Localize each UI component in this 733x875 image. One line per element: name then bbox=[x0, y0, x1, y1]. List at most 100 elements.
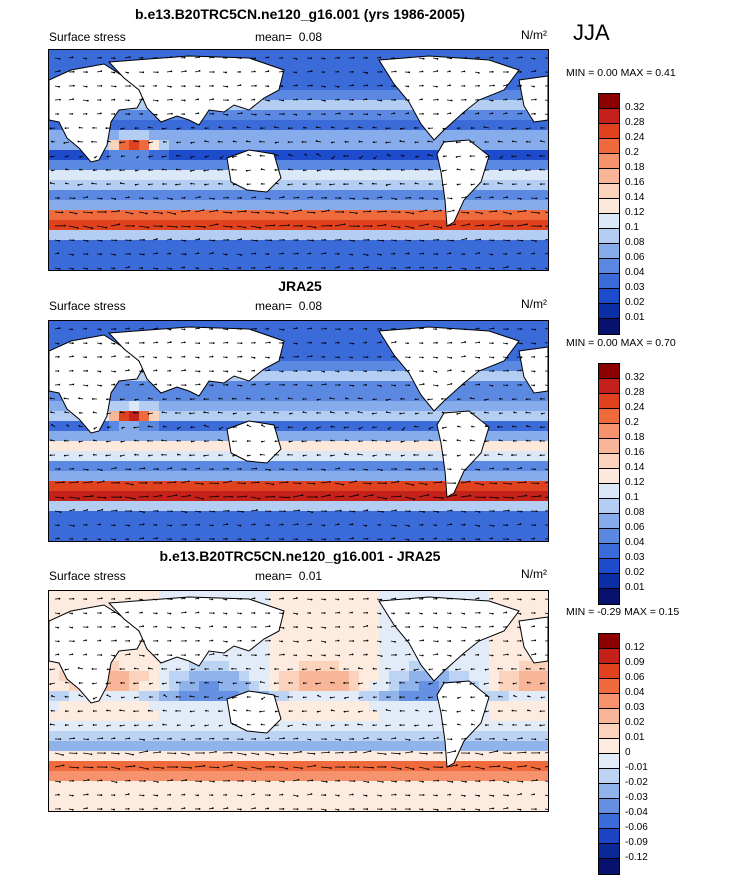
vector-arrow-head bbox=[338, 86, 340, 88]
vector-arrow-head bbox=[114, 57, 116, 59]
field-cell bbox=[159, 250, 170, 261]
field-cell bbox=[339, 461, 350, 472]
field-cell bbox=[89, 210, 100, 221]
field-cell bbox=[519, 511, 530, 522]
field-cell bbox=[239, 130, 250, 141]
field-cell bbox=[309, 160, 320, 171]
field-cell bbox=[69, 210, 80, 221]
panel-2-mean-value: 0.08 bbox=[299, 299, 322, 313]
field-cell bbox=[409, 481, 420, 492]
vector-arrow-head bbox=[312, 240, 314, 242]
field-cell bbox=[399, 421, 410, 432]
field-cell bbox=[349, 641, 360, 652]
field-cell bbox=[359, 230, 370, 241]
vector-arrow-head bbox=[184, 57, 186, 59]
vector-arrow-head bbox=[92, 495, 94, 497]
vector-arrow-head bbox=[395, 240, 397, 242]
vector-arrow-head bbox=[60, 511, 62, 513]
field-cell bbox=[119, 501, 130, 512]
field-cell bbox=[159, 431, 170, 442]
field-cell bbox=[179, 421, 190, 432]
field-cell bbox=[129, 501, 140, 512]
field-cell bbox=[369, 401, 380, 412]
vector-arrow-head bbox=[73, 197, 75, 199]
vector-arrow-head bbox=[133, 140, 135, 142]
field-cell bbox=[349, 210, 360, 221]
field-cell bbox=[319, 230, 330, 241]
vector-arrow-head bbox=[324, 100, 326, 102]
panel-1-title: b.e13.B20TRC5CN.ne120_g16.001 (yrs 1986-… bbox=[40, 6, 560, 22]
vector-arrow-head bbox=[156, 327, 158, 329]
vector-arrow-head bbox=[91, 141, 93, 143]
field-cell bbox=[419, 230, 430, 241]
field-cell bbox=[339, 421, 350, 432]
field-cell bbox=[139, 140, 150, 151]
field-cell bbox=[329, 481, 340, 492]
panel-1-mean-value: 0.08 bbox=[299, 30, 322, 44]
field-cell bbox=[259, 391, 270, 402]
vector-arrow-head bbox=[449, 112, 451, 114]
vector-arrow-head bbox=[232, 455, 234, 457]
vector-arrow-head bbox=[508, 240, 510, 242]
field-cell bbox=[259, 641, 270, 652]
vector-arrow-head bbox=[506, 112, 508, 114]
vector-arrow-head bbox=[380, 100, 382, 102]
field-cell bbox=[339, 401, 350, 412]
field-cell bbox=[309, 481, 320, 492]
field-cell bbox=[219, 451, 230, 462]
field-cell bbox=[329, 240, 340, 251]
vector-arrow-head bbox=[342, 211, 344, 213]
field-cell bbox=[389, 461, 400, 472]
field-cell bbox=[419, 451, 430, 462]
field-cell bbox=[359, 431, 370, 442]
panel-3-title: b.e13.B20TRC5CN.ne120_g16.001 - JRA25 bbox=[40, 548, 560, 564]
vector-arrow-head bbox=[414, 127, 416, 129]
field-cell bbox=[539, 421, 548, 432]
vector-arrow-head bbox=[324, 239, 326, 241]
field-cell bbox=[299, 631, 310, 642]
vector-arrow-head bbox=[100, 356, 102, 358]
vector-arrow-head bbox=[338, 467, 340, 469]
field-cell bbox=[149, 531, 160, 541]
field-cell bbox=[329, 461, 340, 472]
field-cell bbox=[79, 591, 90, 602]
vector-arrow-head bbox=[427, 223, 429, 225]
vector-arrow-head bbox=[366, 98, 368, 100]
vector-arrow-head bbox=[202, 498, 204, 500]
field-cell bbox=[479, 321, 490, 332]
vector-arrow-head bbox=[127, 342, 129, 344]
field-cell bbox=[319, 501, 330, 512]
field-cell bbox=[479, 50, 490, 61]
field-cell bbox=[309, 461, 320, 472]
field-cell bbox=[529, 321, 540, 332]
vector-arrow-head bbox=[519, 252, 521, 254]
vector-arrow-head bbox=[463, 112, 465, 114]
vector-arrow-head bbox=[471, 426, 473, 428]
vector-arrow-head bbox=[128, 99, 130, 101]
vector-arrow-head bbox=[211, 268, 213, 270]
vector-arrow-head bbox=[113, 99, 115, 101]
vector-arrow-head bbox=[492, 196, 494, 198]
vector-arrow-head bbox=[219, 428, 221, 430]
field-cell bbox=[379, 170, 390, 181]
vector-arrow-head bbox=[436, 253, 438, 255]
vector-arrow-head bbox=[395, 468, 397, 470]
vector-arrow-head bbox=[161, 454, 163, 456]
vector-arrow-head bbox=[380, 268, 382, 270]
vector-arrow-head bbox=[342, 495, 344, 497]
field-cell bbox=[189, 511, 200, 522]
colorbar-swatch bbox=[599, 514, 619, 529]
vector-arrow-head bbox=[184, 100, 186, 102]
vector-arrow-head bbox=[508, 510, 510, 512]
field-cell bbox=[69, 160, 80, 171]
field-cell bbox=[289, 361, 300, 372]
field-cell bbox=[69, 421, 80, 432]
vector-arrow-head bbox=[338, 253, 340, 255]
field-cell bbox=[159, 511, 170, 522]
field-cell bbox=[69, 321, 80, 332]
field-cell bbox=[289, 200, 300, 211]
field-cell bbox=[199, 220, 210, 231]
field-cell bbox=[499, 421, 510, 432]
field-cell bbox=[319, 421, 330, 432]
field-cell bbox=[289, 621, 300, 632]
